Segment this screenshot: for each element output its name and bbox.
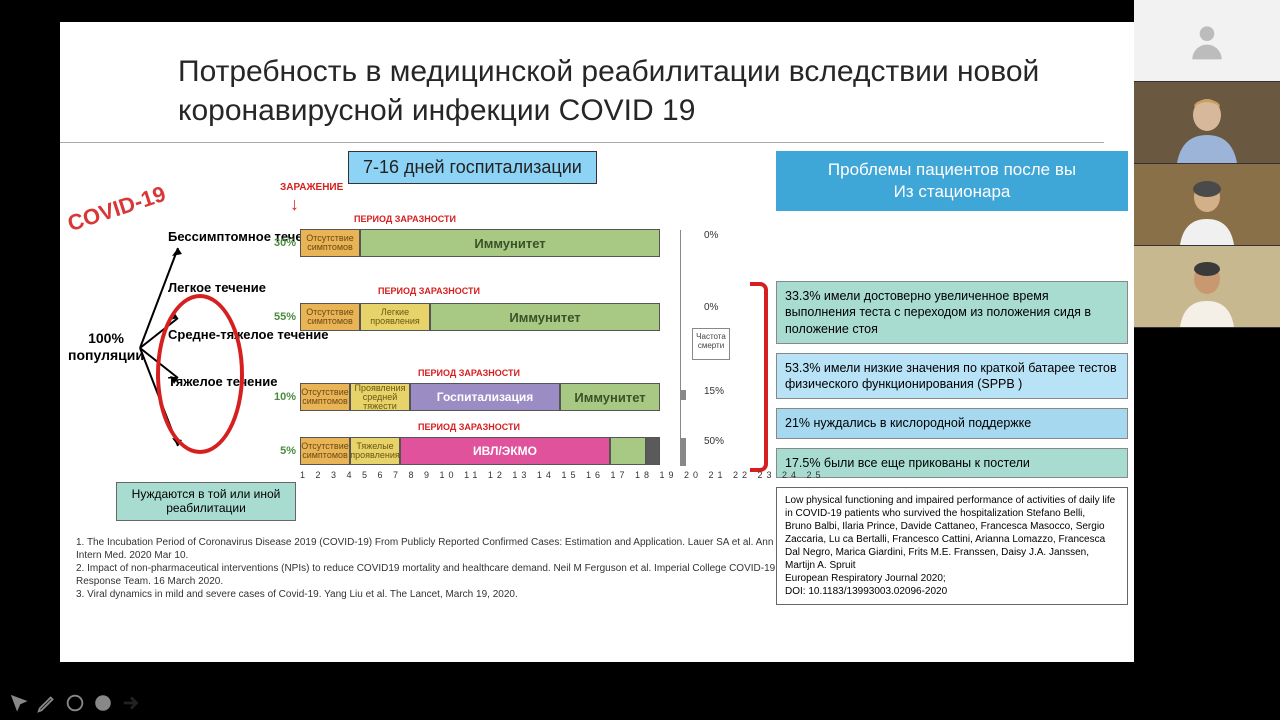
vpct-15: 15%	[704, 386, 724, 397]
color-icon[interactable]	[92, 692, 114, 714]
chart-column: 7-16 дней госпитализации COVID-19 100% п…	[68, 151, 768, 605]
timeline-segment: Иммунитет	[560, 383, 660, 411]
problems-header-l2: Из стационара	[894, 182, 1011, 201]
red-bracket	[750, 282, 768, 472]
video-participants-strip	[1134, 0, 1280, 328]
presenter-toolbar	[0, 686, 142, 720]
red-arrow-icon: ↓	[290, 194, 299, 215]
timeline-row: 30%Отсутствие симптомовИммунитет	[268, 228, 660, 258]
stat-box: 53.3% имели низкие значения по краткой б…	[776, 353, 1128, 400]
problems-header: Проблемы пациентов после вы Из стационар…	[776, 151, 1128, 211]
row-percent: 10%	[268, 391, 300, 403]
timeline-segment: Тяжелые проявления	[350, 437, 400, 465]
problems-header-l1: Проблемы пациентов после вы	[828, 160, 1076, 179]
row-percent: 30%	[268, 237, 300, 249]
days-axis: 1 2 3 4 5 6 7 8 9 10 11 12 13 14 15 16 1…	[300, 470, 825, 480]
timeline-segment: Отсутствие симптомов	[300, 229, 360, 257]
timeline-segment	[610, 437, 646, 465]
course-mild: Легкое течение	[168, 281, 328, 296]
need-rehab-label: Нуждаются в той или иной реабилитации	[116, 482, 296, 521]
timeline-segment	[646, 437, 660, 465]
timeline-segment: Легкие проявления	[360, 303, 430, 331]
row-percent: 55%	[268, 311, 300, 323]
avatar-placeholder-icon	[1185, 19, 1229, 63]
video-tile-participant-3[interactable]	[1134, 246, 1280, 328]
video-tile-placeholder[interactable]	[1134, 0, 1280, 82]
timeline-segment: ИВЛ/ЭКМО	[400, 437, 610, 465]
covid-timeline-chart: COVID-19 100% популяции Бессимптомное те…	[68, 190, 768, 530]
video-tile-participant-2[interactable]	[1134, 164, 1280, 246]
timeline-segment: Госпитализация	[410, 383, 560, 411]
timeline-segment: Отсутствие симптомов	[300, 303, 360, 331]
infection-label: ЗАРАЖЕНИЕ	[280, 182, 343, 193]
timeline-segment: Иммунитет	[430, 303, 660, 331]
slide-title: Потребность в медицинской реабилитации в…	[60, 22, 1104, 143]
timeline-segment: Отсутствие симптомов	[300, 383, 350, 411]
timeline-row: 10%Отсутствие симптомовПроявления средне…	[268, 382, 660, 412]
timeline-segment: Отсутствие симптомов	[300, 437, 350, 465]
pointer-icon[interactable]	[8, 692, 30, 714]
reference-citation: Low physical functioning and impaired pe…	[776, 487, 1128, 605]
next-arrow-icon[interactable]	[120, 692, 142, 714]
timeline-segment: Проявления средней тяжести	[350, 383, 410, 411]
covid-badge: COVID-19	[64, 181, 169, 237]
vpct-0b: 0%	[704, 302, 718, 313]
vpct-0a: 0%	[704, 230, 718, 241]
video-tile-participant-1[interactable]	[1134, 82, 1280, 164]
person-silhouette	[1162, 175, 1252, 245]
references-bottom: 1. The Incubation Period of Coronavirus …	[76, 536, 776, 601]
timeline-row: 55%Отсутствие симптомовЛегкие проявления…	[268, 302, 660, 332]
row-percent: 5%	[268, 445, 300, 457]
stats-column: Проблемы пациентов после вы Из стационар…	[768, 151, 1128, 605]
period-label-2: ПЕРИОД ЗАРАЗНОСТИ	[378, 286, 480, 296]
stat-box: 21% нуждались в кислородной поддержке	[776, 408, 1128, 438]
person-silhouette	[1162, 257, 1252, 327]
hospitalization-label: 7-16 дней госпитализации	[348, 151, 597, 184]
timeline-segment: Иммунитет	[360, 229, 660, 257]
red-circle-highlight	[156, 294, 244, 454]
period-label-3: ПЕРИОД ЗАРАЗНОСТИ	[418, 368, 520, 378]
stat-box: 33.3% имели достоверно увеличенное время…	[776, 281, 1128, 344]
period-label-1: ПЕРИОД ЗАРАЗНОСТИ	[354, 214, 456, 224]
presentation-slide: Потребность в медицинской реабилитации в…	[60, 22, 1134, 662]
vpct-50: 50%	[704, 436, 724, 447]
pen-icon[interactable]	[36, 692, 58, 714]
person-silhouette	[1162, 93, 1252, 163]
circle-tool-icon[interactable]	[64, 692, 86, 714]
frequency-death-label: Частота смерти	[692, 328, 730, 360]
timeline-row: 5%Отсутствие симптомовТяжелые проявления…	[268, 436, 660, 466]
slide-content: 7-16 дней госпитализации COVID-19 100% п…	[60, 143, 1134, 605]
stat-box: 17.5% были все еще прикованы к постели	[776, 448, 1128, 478]
period-label-4: ПЕРИОД ЗАРАЗНОСТИ	[418, 422, 520, 432]
